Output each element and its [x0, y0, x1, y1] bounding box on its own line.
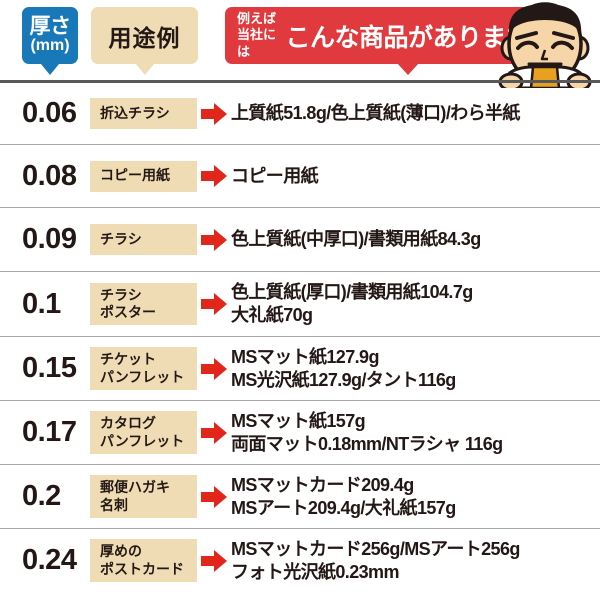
badge-pointer-icon — [41, 64, 59, 75]
product-list: MSマットカード209.4g MSアート209.4g/大礼紙157g — [231, 474, 456, 518]
thickness-value: 0.24 — [22, 544, 77, 576]
table-row: 0.08 コピー用紙 コピー用紙 — [0, 145, 600, 208]
table-row: 0.09 チラシ 色上質紙(中厚口)/書類用紙84.3g — [0, 208, 600, 272]
thickness-value: 0.17 — [22, 416, 77, 448]
usage-tag: 折込チラシ — [90, 98, 197, 129]
table-row: 0.2 郵便ハガキ 名刺 MSマットカード209.4g MSアート209.4g/… — [0, 465, 600, 529]
product-list: コピー用紙 — [231, 165, 319, 186]
usage-tag: チラシ — [90, 224, 197, 255]
arrow-right-icon — [197, 228, 231, 251]
thickness-value: 0.09 — [22, 223, 77, 255]
thickness-badge-label: 厚さ — [29, 14, 72, 38]
thickness-badge-unit: (mm) — [30, 37, 70, 55]
table-row: 0.24 厚めの ポストカード MSマットカード256g/MSアート256g フ… — [0, 529, 600, 592]
thickness-value: 0.15 — [22, 352, 77, 384]
table-row: 0.1 チラシ ポスター 色上質紙(厚口)/書類用紙104.7g 大礼紙70g — [0, 272, 600, 337]
table-row: 0.06 折込チラシ 上質紙51.8g/色上質紙(薄口)/わら半紙 — [0, 83, 600, 145]
smiling-staff-mascot-icon — [498, 2, 592, 88]
thickness-column-badge: 厚さ (mm) — [22, 7, 78, 75]
product-list: 上質紙51.8g/色上質紙(薄口)/わら半紙 — [231, 103, 520, 124]
usage-column-badge: 用途例 — [91, 7, 198, 75]
usage-tag: チケット パンフレット — [90, 347, 197, 390]
thickness-value: 0.1 — [22, 287, 61, 320]
usage-tag: 厚めの ポストカード — [90, 539, 197, 582]
arrow-right-icon — [197, 485, 231, 508]
header-divider — [0, 80, 600, 83]
arrow-right-icon — [197, 357, 231, 380]
thickness-value: 0.08 — [22, 159, 77, 192]
badge-pointer-icon — [135, 64, 154, 75]
usage-tag: カタログ パンフレット — [90, 411, 197, 454]
header: 厚さ (mm) 用途例 例えば 当社には こんな商品があります！ — [0, 0, 600, 88]
product-list: 色上質紙(厚口)/書類用紙104.7g 大礼紙70g — [231, 282, 473, 325]
usage-tag: 郵便ハガキ 名刺 — [90, 475, 197, 518]
usage-badge-label: 用途例 — [108, 24, 181, 51]
thickness-value: 0.2 — [22, 480, 61, 512]
thickness-value: 0.06 — [22, 97, 77, 129]
product-list: MSマットカード256g/MSアート256g フォト光沢紙0.23mm — [231, 538, 520, 582]
table-row: 0.17 カタログ パンフレット MSマット紙157g 両面マット0.18mm/… — [0, 401, 600, 465]
product-list: MSマット紙157g 両面マット0.18mm/NTラシャ 116g — [231, 410, 503, 454]
arrow-right-icon — [197, 165, 231, 187]
arrow-right-icon — [197, 549, 231, 572]
banner-pointer-icon — [397, 63, 419, 75]
table-row: 0.15 チケット パンフレット MSマット紙127.9g MS光沢紙127.9… — [0, 337, 600, 401]
usage-tag: チラシ ポスター — [90, 282, 197, 326]
arrow-right-icon — [197, 421, 231, 444]
usage-tag: コピー用紙 — [90, 160, 197, 192]
banner-small-text: 例えば 当社には — [237, 11, 277, 59]
product-list: 色上質紙(中厚口)/書類用紙84.3g — [231, 229, 481, 250]
product-list: MSマット紙127.9g MS光沢紙127.9g/タント116g — [231, 346, 456, 390]
arrow-right-icon — [197, 293, 231, 315]
paper-thickness-table: 0.06 折込チラシ 上質紙51.8g/色上質紙(薄口)/わら半紙 0.08 コ… — [0, 83, 600, 592]
arrow-right-icon — [197, 102, 231, 125]
